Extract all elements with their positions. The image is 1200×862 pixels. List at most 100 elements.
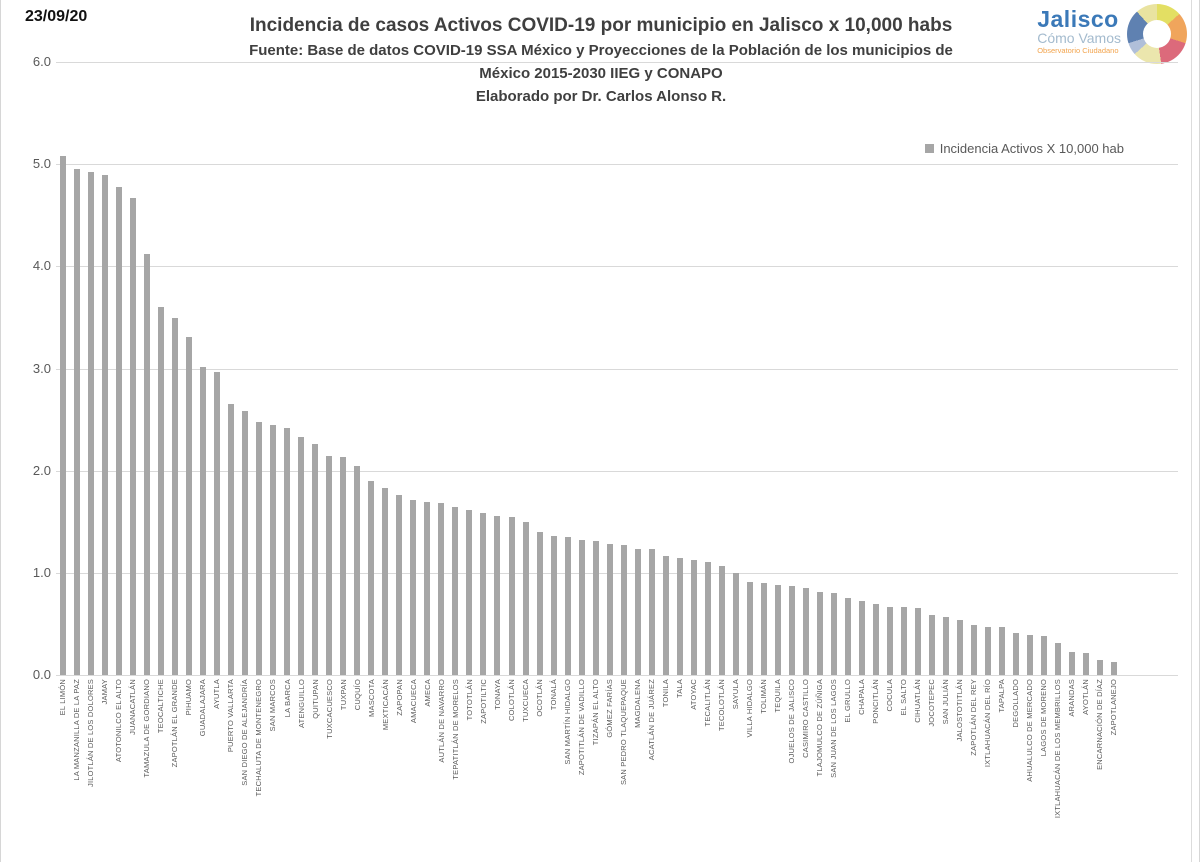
x-axis-label: TUXCUECA xyxy=(520,679,530,722)
bar xyxy=(914,607,921,675)
bar-slot xyxy=(364,62,378,675)
x-label-slot: ARANDAS xyxy=(1065,679,1079,859)
bar-slot xyxy=(392,62,406,675)
x-label-slot: AMACUECA xyxy=(406,679,420,859)
x-axis-label: TUXCACUESCO xyxy=(324,679,334,739)
bar xyxy=(410,500,417,675)
bar-slot xyxy=(322,62,336,675)
bar xyxy=(340,457,347,675)
bar-slot xyxy=(939,62,953,675)
bar-slot xyxy=(266,62,280,675)
x-axis-label: TOLIMÁN xyxy=(759,679,769,714)
bar xyxy=(844,598,851,675)
bar xyxy=(74,169,81,675)
bar xyxy=(88,172,95,675)
bar-slot xyxy=(476,62,490,675)
bar-slot xyxy=(210,62,224,675)
bar xyxy=(592,541,599,675)
x-axis-label: JOCOTEPEC xyxy=(927,679,937,727)
x-label-slot: TUXCACUESCO xyxy=(322,679,336,859)
bar-slot xyxy=(294,62,308,675)
source-line-2: México 2015-2030 IIEG y CONAPO xyxy=(479,64,723,82)
bar-slot xyxy=(1023,62,1037,675)
x-label-slot: MAGDALENA xyxy=(631,679,645,859)
bar xyxy=(158,307,165,675)
x-label-slot: SAN PEDRO TLAQUEPAQUE xyxy=(617,679,631,859)
bar xyxy=(648,549,655,675)
credit-line: Elaborado por Dr. Carlos Alonso R. xyxy=(475,88,727,106)
bar-slot xyxy=(112,62,126,675)
x-axis-label: JILOTLÁN DE LOS DOLORES xyxy=(86,679,96,787)
x-axis-label: EL LIMÓN xyxy=(58,679,68,716)
bar-slot xyxy=(182,62,196,675)
bar-slot xyxy=(406,62,420,675)
x-label-slot: AUTLÁN DE NAVARRO xyxy=(434,679,448,859)
x-axis-label: SAN JUAN DE LOS LAGOS xyxy=(829,679,839,778)
bar xyxy=(928,614,935,675)
bar-slot xyxy=(462,62,476,675)
x-axis-label: LA MANZANILLA DE LA PAZ xyxy=(72,679,82,781)
x-axis-label: COLOTLÁN xyxy=(506,679,516,722)
x-axis-label: CUQUÍO xyxy=(352,679,362,711)
x-axis-label: ATENGUILLO xyxy=(296,679,306,728)
x-label-slot: TONAYA xyxy=(490,679,504,859)
bar-slot xyxy=(729,62,743,675)
bar xyxy=(508,516,515,675)
x-label-slot: AHUALULCO DE MERCADO xyxy=(1023,679,1037,859)
x-label-slot: JAMAY xyxy=(98,679,112,859)
x-label-slot: ZAPOTLANEJO xyxy=(1107,679,1121,859)
x-label-slot: SAN JULIÁN xyxy=(939,679,953,859)
bar-slot xyxy=(603,62,617,675)
x-label-slot: ATENGUILLO xyxy=(294,679,308,859)
x-label-slot: AYOTLÁN xyxy=(1079,679,1093,859)
x-label-slot: ZAPOTLÁN DEL REY xyxy=(967,679,981,859)
bar xyxy=(172,318,179,675)
bar-slot xyxy=(336,62,350,675)
bar-slot xyxy=(897,62,911,675)
bar xyxy=(312,444,319,675)
bar-slot xyxy=(154,62,168,675)
bar-slot xyxy=(70,62,84,675)
bar-slot xyxy=(813,62,827,675)
bar-slot xyxy=(420,62,434,675)
x-label-slot: QUITUPAN xyxy=(308,679,322,859)
bar-slot xyxy=(995,62,1009,675)
bar-slot xyxy=(757,62,771,675)
x-axis-label: ZAPOPAN xyxy=(394,679,404,716)
x-axis-label: AYUTLA xyxy=(212,679,222,709)
x-axis-label: TONAYA xyxy=(492,679,502,710)
x-label-slot: COCULA xyxy=(883,679,897,859)
bar-slot xyxy=(981,62,995,675)
x-label-slot: PUERTO VALLARTA xyxy=(224,679,238,859)
x-label-slot: TOLIMÁN xyxy=(757,679,771,859)
x-label-slot: TUXCUECA xyxy=(519,679,533,859)
x-axis-label: TOTOTLÁN xyxy=(464,679,474,721)
y-axis-tick-label: 6.0 xyxy=(32,54,51,69)
x-axis-label: SAN PEDRO TLAQUEPAQUE xyxy=(618,679,628,786)
bar xyxy=(676,557,683,675)
x-axis-label: ZAPOTLÁN DEL REY xyxy=(969,679,979,756)
x-axis-label: GÓMEZ FARÍAS xyxy=(604,679,614,738)
x-axis-label: ENCARNACIÓN DE DÍAZ xyxy=(1095,679,1105,770)
x-label-slot: TECALITLÁN xyxy=(701,679,715,859)
bar xyxy=(116,186,123,675)
bar xyxy=(704,561,711,675)
x-axis-label: SAN DIEGO DE ALEJANDRÍA xyxy=(240,679,250,786)
bar xyxy=(522,521,529,675)
x-axis-label: TECOLOTLÁN xyxy=(716,679,726,732)
x-axis-label: TONILA xyxy=(660,679,670,708)
x-label-slot: SAYULA xyxy=(729,679,743,859)
bar xyxy=(985,627,992,675)
x-label-slot: TUXPAN xyxy=(336,679,350,859)
bar-slot xyxy=(280,62,294,675)
gridline xyxy=(56,470,1178,472)
bar-slot xyxy=(505,62,519,675)
x-label-slot: ZAPOTITLÁN DE VADILLO xyxy=(575,679,589,859)
x-axis-label: VILLA HIDALGO xyxy=(745,679,755,738)
bar xyxy=(102,175,109,675)
bar xyxy=(732,572,739,675)
x-label-slot: CHAPALA xyxy=(855,679,869,859)
x-label-slot: ATOTONILCO EL ALTO xyxy=(112,679,126,859)
bar xyxy=(1083,652,1090,675)
bar-slot xyxy=(883,62,897,675)
